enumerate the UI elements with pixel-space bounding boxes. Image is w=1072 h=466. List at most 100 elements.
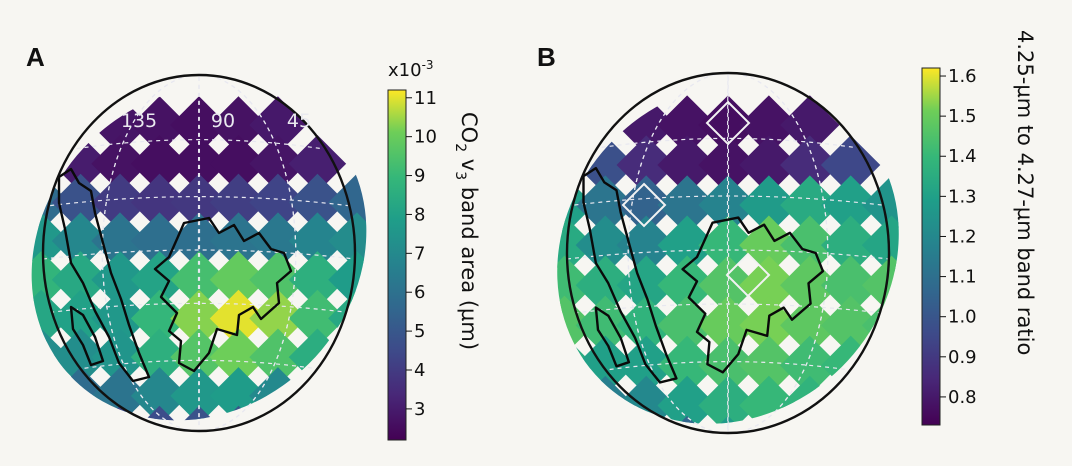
colorbar-tick-label: 1.3 [948,186,977,207]
heatmap-cell [249,289,307,348]
longitude-gridline [726,73,730,433]
heatmap-cell [288,367,347,425]
latitude-gridline [43,249,355,260]
highlighted-cell [621,182,667,228]
colorbar-tick-label: 1.2 [948,226,977,247]
latitude-gridline [76,139,322,150]
heatmap-cell [288,212,347,270]
heatmap-cell [209,212,268,270]
heatmap-cell [170,134,228,193]
heatmap-cell [739,335,799,396]
heatmap-cell [534,135,595,195]
highlighted-cell [705,100,751,146]
colorbar-tick-label: 11 [414,88,437,109]
longitude-gridline [101,75,297,431]
colorbar-tick-label: 9 [414,166,425,187]
heatmap-cell [288,405,347,464]
heatmap-cell [91,444,149,466]
longitude-label: 135 [121,110,157,132]
colorbar-tick-label: 1.5 [948,106,977,127]
colorbar-tick-label: 1.4 [948,146,977,167]
terrain-outline [57,167,151,383]
heatmap-cell [534,335,595,396]
heatmap-cell [209,328,268,386]
colorbar-tick-label: 1.1 [948,267,977,288]
heatmap-cell [130,405,189,464]
heatmap-cell [130,328,189,386]
colorbar-tick-label: 3 [414,399,425,420]
heatmap-cell [657,95,717,155]
heatmap-cell [739,455,799,466]
heatmap-cell [170,173,228,232]
colorbar-tick-label: 0.8 [948,387,977,408]
heatmap-cell [575,415,636,466]
longitude-label: 45 [287,110,311,132]
heatmap-cell [861,295,922,356]
latitude-gridline [50,196,348,207]
heatmap-cell [51,405,110,464]
heatmap-cell [91,173,149,232]
heatmap-cell [12,367,70,425]
heatmap-cell [534,375,595,436]
heatmap-cell [130,173,189,232]
colorbar-a-multiplier: x10-3 [388,58,434,81]
heatmap-cell [861,335,922,396]
heatmap-cell [130,367,189,425]
colorbar-tick-label: 7 [414,243,425,264]
colorbar-a [387,89,407,441]
colorbar-b-label: 4.25-µm to 4.27-µm band ratio [1013,30,1037,355]
terrain-outline [69,305,105,367]
heatmap-cell [209,134,268,193]
longitude-gridline [627,73,829,433]
heatmap-cell [657,255,717,315]
heatmap-cell [657,215,717,275]
heatmap-cell [820,415,881,466]
terrain-outline [582,166,678,384]
colorbar-tick-label: 8 [414,204,425,225]
terrain-outline [153,216,293,373]
heatmap-cell [575,375,636,436]
heatmap-cell [739,95,799,155]
heatmap-cell [130,212,189,270]
heatmap-cell [616,415,676,466]
heatmap-cell [209,173,268,232]
disk-boundary [565,71,891,435]
heatmap-cell [288,134,347,193]
colorbar-tick-label: 5 [414,321,425,342]
colorbar-tick-label: 4 [414,360,425,381]
colorbar-tick-label: 1.0 [948,307,977,328]
heatmap-cell [616,455,676,466]
heatmap-cell [209,251,268,309]
heatmap-cell [91,405,149,464]
heatmap-cell [209,96,268,154]
heatmap-cell [780,375,840,436]
panel-label-b: B [537,42,556,72]
heatmap-cell [657,415,717,466]
heatmap-cell [820,215,881,275]
heatmap-cell [249,173,307,232]
colorbar-tick-label: 10 [414,127,437,148]
heatmap-cell [209,444,268,466]
highlighted-cell [725,252,771,298]
heatmap-cell [130,251,189,309]
longitude-gridline [197,75,201,431]
heatmap-cell [170,444,228,466]
heatmap-cell [170,367,228,425]
colorbar-b-ticks: 0.8 0.9 1.0 1.1 1.2 1.3 1.4 1.5 1.6 [940,66,977,408]
heatmap-cell [130,134,189,193]
latitude-gridline [50,302,348,313]
colorbar-a-ticks: 3 4 5 6 7 8 9 10 11 [406,88,437,420]
heatmap-cell [739,255,799,315]
heatmap-cell [209,405,268,464]
colorbar-tick-label: 0.9 [948,347,977,368]
heatmap-cell [780,455,840,466]
heatmap-cell [616,215,676,275]
panel-label-a: A [26,42,45,72]
heatmap-cell [698,455,758,466]
colorbar-b [921,67,941,426]
disk-boundary [41,73,357,433]
terrain-outline [594,306,631,368]
heatmap-cell [288,251,347,309]
heatmap-cell [616,175,676,235]
